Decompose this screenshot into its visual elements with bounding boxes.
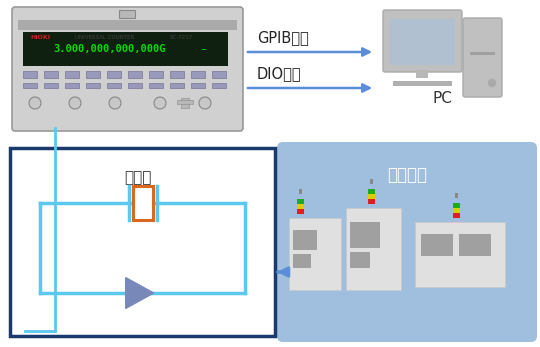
FancyBboxPatch shape — [383, 10, 462, 72]
Text: 3.000,000,000,000G: 3.000,000,000,000G — [53, 44, 165, 54]
Bar — [149, 83, 163, 88]
Bar — [393, 81, 452, 86]
Bar — [65, 71, 79, 78]
Bar — [149, 71, 163, 78]
Circle shape — [29, 97, 41, 109]
Bar — [455, 193, 458, 198]
Text: SC-7217: SC-7217 — [170, 34, 193, 40]
Bar — [350, 252, 370, 268]
Bar — [44, 71, 58, 78]
Bar — [191, 83, 205, 88]
Bar — [128, 71, 142, 78]
Bar — [453, 208, 460, 213]
Bar — [23, 71, 37, 78]
FancyBboxPatch shape — [277, 142, 537, 342]
Bar — [299, 189, 302, 194]
Bar — [212, 71, 226, 78]
Bar — [368, 189, 375, 194]
Circle shape — [199, 97, 211, 109]
Bar — [415, 222, 505, 287]
Text: GPIB制御: GPIB制御 — [257, 31, 309, 45]
Bar — [170, 71, 184, 78]
Text: 判定中: 判定中 — [124, 170, 151, 185]
Bar — [368, 194, 375, 199]
Bar — [107, 71, 121, 78]
Bar — [470, 52, 495, 55]
Bar — [390, 19, 455, 65]
Bar — [86, 83, 100, 88]
Bar — [23, 32, 228, 66]
Text: 生産設備: 生産設備 — [387, 166, 427, 184]
Bar — [293, 254, 311, 268]
Bar — [191, 71, 205, 78]
Bar — [370, 179, 373, 184]
Bar — [119, 10, 135, 18]
Bar — [181, 98, 189, 108]
Text: HIOKI: HIOKI — [30, 34, 50, 40]
Bar — [212, 83, 226, 88]
Bar — [350, 222, 380, 248]
Bar — [132, 186, 152, 220]
Circle shape — [154, 97, 166, 109]
Bar — [459, 234, 491, 256]
Bar — [421, 234, 453, 256]
Bar — [170, 83, 184, 88]
Text: –: – — [200, 44, 206, 54]
Bar — [107, 83, 121, 88]
Bar — [297, 209, 304, 214]
FancyBboxPatch shape — [12, 7, 243, 131]
Bar — [289, 218, 341, 290]
FancyBboxPatch shape — [463, 18, 502, 97]
Bar — [297, 199, 304, 204]
Bar — [10, 148, 275, 336]
Circle shape — [489, 79, 496, 86]
Circle shape — [69, 97, 81, 109]
Bar — [65, 83, 79, 88]
Bar — [86, 71, 100, 78]
Bar — [128, 83, 142, 88]
Polygon shape — [126, 278, 154, 308]
Bar — [416, 70, 428, 78]
Bar — [346, 208, 401, 290]
Bar — [453, 213, 460, 218]
Bar — [44, 83, 58, 88]
Bar — [297, 204, 304, 209]
Bar — [177, 100, 193, 104]
Bar — [368, 199, 375, 204]
Bar — [453, 203, 460, 208]
Bar — [293, 230, 317, 250]
Circle shape — [109, 97, 121, 109]
Text: UNIVERSAL COUNTER: UNIVERSAL COUNTER — [75, 34, 134, 40]
Text: DIO出力: DIO出力 — [257, 67, 302, 82]
Text: PC: PC — [432, 91, 452, 105]
Bar — [18, 20, 237, 30]
Bar — [23, 83, 37, 88]
